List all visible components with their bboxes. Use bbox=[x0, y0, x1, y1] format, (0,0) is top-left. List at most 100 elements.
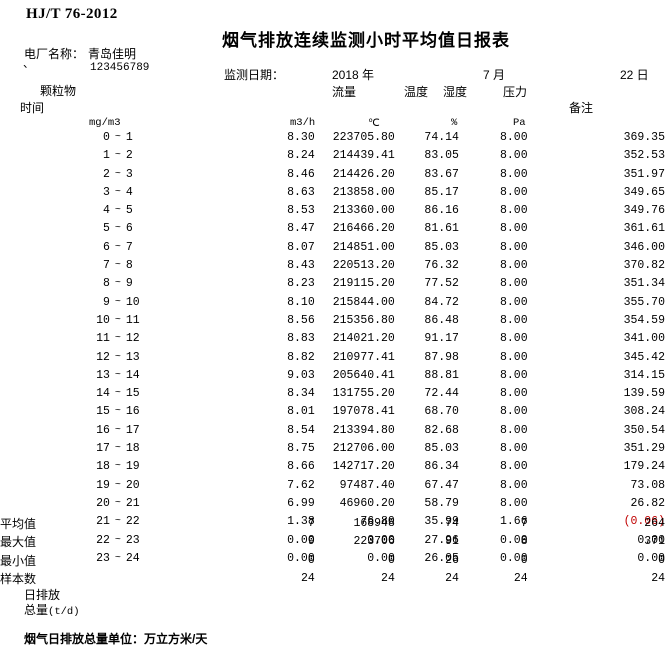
cell-concentration: 8.54 bbox=[287, 423, 315, 437]
cell-hour-start: 14 bbox=[96, 387, 110, 401]
cell-temperature: 76.32 bbox=[424, 259, 459, 273]
summary-concentration: 0 bbox=[307, 553, 315, 567]
cell-flow: 213858.00 bbox=[332, 185, 395, 199]
cell-hour-end: 11 bbox=[125, 313, 140, 327]
cell-pressure: 361.61 bbox=[623, 222, 665, 236]
cell-concentration: 8.47 bbox=[287, 222, 315, 236]
cell-pressure: 350.54 bbox=[623, 423, 665, 437]
table-row[interactable]: 13 ~14 9.03 205640.41 88.81 8.00 314.15 bbox=[0, 367, 665, 385]
tick-mark: 、 bbox=[23, 58, 34, 70]
cell-concentration: 8.63 bbox=[287, 185, 315, 199]
cell-hour-separator: ~ bbox=[114, 132, 121, 143]
table-row[interactable]: 14 ~15 8.34 131755.20 72.44 8.00 139.59 bbox=[0, 385, 665, 403]
table-row[interactable]: 10 ~11 8.56 215356.80 86.48 8.00 354.59 bbox=[0, 312, 665, 330]
cell-temperature: 91.17 bbox=[424, 332, 459, 346]
cell-temperature: 26.05 bbox=[424, 551, 459, 565]
cell-temperature: 72.44 bbox=[424, 387, 459, 401]
cell-humidity: 8.00 bbox=[500, 185, 528, 199]
cell-temperature: 68.70 bbox=[424, 405, 459, 419]
summary-flow: 168948 bbox=[353, 517, 395, 530]
table-row[interactable]: 23 ~24 0.00 0.00 26.05 0.00 0.00 bbox=[0, 550, 665, 568]
table-row[interactable]: 15 ~16 8.01 197078.41 68.70 8.00 308.24 bbox=[0, 403, 665, 421]
cell-hour-end: 19 bbox=[125, 460, 140, 474]
cell-pressure: (0.06) bbox=[623, 515, 665, 529]
cell-hour-end: 21 bbox=[125, 496, 140, 510]
table-row[interactable]: 4 ~5 8.53 213360.00 86.16 8.00 349.76 bbox=[0, 202, 665, 220]
cell-temperature: 67.47 bbox=[424, 478, 459, 492]
cell-hour-separator: ~ bbox=[114, 388, 121, 400]
table-row[interactable]: 6 ~7 8.07 214851.00 85.03 8.00 346.00 bbox=[0, 239, 665, 257]
cell-temperature: 85.03 bbox=[424, 442, 459, 456]
daily-total-line1: 日排放 bbox=[24, 588, 61, 602]
cell-hour-separator: ~ bbox=[114, 552, 121, 564]
cell-temperature: 83.67 bbox=[424, 167, 459, 181]
cell-hour-start: 8 bbox=[102, 277, 110, 291]
table-row[interactable]: 12 ~13 8.82 210977.41 87.98 8.00 345.42 bbox=[0, 349, 665, 367]
daily-total-unit: (t/d) bbox=[48, 605, 80, 618]
table-row[interactable]: 22 ~23 0.00 0.00 27.96 0.00 0.00 bbox=[0, 532, 665, 550]
summary-row: 平均值 7 168948 74 7 264 bbox=[0, 515, 665, 533]
cell-hour-end: 5 bbox=[125, 204, 133, 218]
cell-pressure: 0.00 bbox=[637, 533, 665, 547]
cell-temperature: 74.14 bbox=[424, 131, 459, 144]
cell-hour-end: 23 bbox=[125, 533, 140, 547]
table-row[interactable]: 11 ~12 8.83 214021.20 91.17 8.00 341.00 bbox=[0, 330, 665, 348]
table-row[interactable]: 16 ~17 8.54 213394.80 82.68 8.00 350.54 bbox=[0, 422, 665, 440]
table-row[interactable]: 7 ~8 8.43 220513.20 76.32 8.00 370.82 bbox=[0, 257, 665, 275]
cell-hour-separator: ~ bbox=[114, 278, 121, 290]
cell-humidity: 8.00 bbox=[500, 222, 528, 236]
table-row[interactable]: 9 ~10 8.10 215844.00 84.72 8.00 355.70 bbox=[0, 294, 665, 312]
table-row[interactable]: 18 ~19 8.66 142717.20 86.34 8.00 179.24 bbox=[0, 458, 665, 476]
cell-humidity: 8.00 bbox=[500, 478, 528, 492]
table-row[interactable]: 8 ~9 8.23 219115.20 77.52 8.00 351.34 bbox=[0, 275, 665, 293]
cell-concentration: 1.38 bbox=[287, 515, 315, 529]
cell-flow: 205640.41 bbox=[332, 368, 395, 382]
cell-pressure: 349.65 bbox=[623, 185, 665, 199]
cell-pressure: 179.24 bbox=[623, 460, 665, 474]
plant-name-value: 青岛佳明 bbox=[88, 47, 137, 61]
cell-hour-separator: ~ bbox=[114, 223, 121, 235]
cell-flow: 214851.00 bbox=[332, 240, 395, 254]
cell-flow: 223705.80 bbox=[332, 131, 395, 144]
cell-hour-start: 7 bbox=[102, 259, 110, 273]
cell-hour-end: 16 bbox=[125, 405, 140, 419]
cell-hour-separator: ~ bbox=[114, 497, 121, 509]
cell-hour-start: 4 bbox=[102, 204, 110, 218]
table-row[interactable]: 1 ~2 8.24 214439.41 83.05 8.00 352.53 bbox=[0, 147, 665, 165]
table-row[interactable]: 20 ~21 6.99 46960.20 58.79 8.00 26.82 bbox=[0, 495, 665, 513]
cell-concentration: 8.10 bbox=[287, 295, 315, 309]
cell-hour-separator: ~ bbox=[114, 479, 121, 491]
cell-temperature: 85.03 bbox=[424, 240, 459, 254]
cell-hour-start: 16 bbox=[96, 423, 110, 437]
cell-hour-end: 22 bbox=[125, 515, 140, 529]
cell-humidity: 8.00 bbox=[500, 405, 528, 419]
cell-hour-start: 19 bbox=[96, 478, 110, 492]
table-row[interactable]: 5 ~6 8.47 216466.20 81.61 8.00 361.61 bbox=[0, 220, 665, 238]
cell-hour-separator: ~ bbox=[114, 369, 121, 381]
cell-hour-separator: ~ bbox=[114, 351, 121, 363]
cell-flow: 215356.80 bbox=[332, 313, 395, 327]
table-row[interactable]: 2 ~3 8.46 214426.20 83.67 8.00 351.97 bbox=[0, 166, 665, 184]
table-row[interactable]: 17 ~18 8.75 212706.00 85.03 8.00 351.29 bbox=[0, 440, 665, 458]
cell-flow: 216466.20 bbox=[332, 222, 395, 236]
cell-hour-end: 4 bbox=[125, 185, 133, 199]
cell-hour-separator: ~ bbox=[114, 534, 121, 546]
cell-pressure: 26.82 bbox=[630, 496, 665, 510]
unit-humidity: % bbox=[451, 117, 458, 129]
table-row[interactable]: 3 ~4 8.63 213858.00 85.17 8.00 349.65 bbox=[0, 184, 665, 202]
cell-hour-end: 12 bbox=[125, 332, 140, 346]
summary-pressure: 264 bbox=[644, 517, 665, 530]
cell-temperature: 82.68 bbox=[424, 423, 459, 437]
table-row[interactable]: 21 ~22 1.38 76.80 35.99 1.66 (0.06) bbox=[0, 513, 665, 531]
cell-humidity: 8.00 bbox=[500, 387, 528, 401]
cell-hour-end: 8 bbox=[125, 259, 133, 273]
cell-hour-start: 5 bbox=[102, 222, 110, 236]
cell-hour-separator: ~ bbox=[114, 314, 121, 326]
cell-hour-start: 21 bbox=[96, 515, 110, 529]
table-row[interactable]: 19 ~20 7.62 97487.40 67.47 8.00 73.08 bbox=[0, 477, 665, 495]
table-row[interactable]: 0 ~1 8.30 223705.80 74.14 8.00 369.35 bbox=[0, 129, 665, 147]
cell-humidity: 8.00 bbox=[500, 350, 528, 364]
cell-pressure: 349.76 bbox=[623, 204, 665, 218]
cell-concentration: 6.99 bbox=[287, 496, 315, 510]
